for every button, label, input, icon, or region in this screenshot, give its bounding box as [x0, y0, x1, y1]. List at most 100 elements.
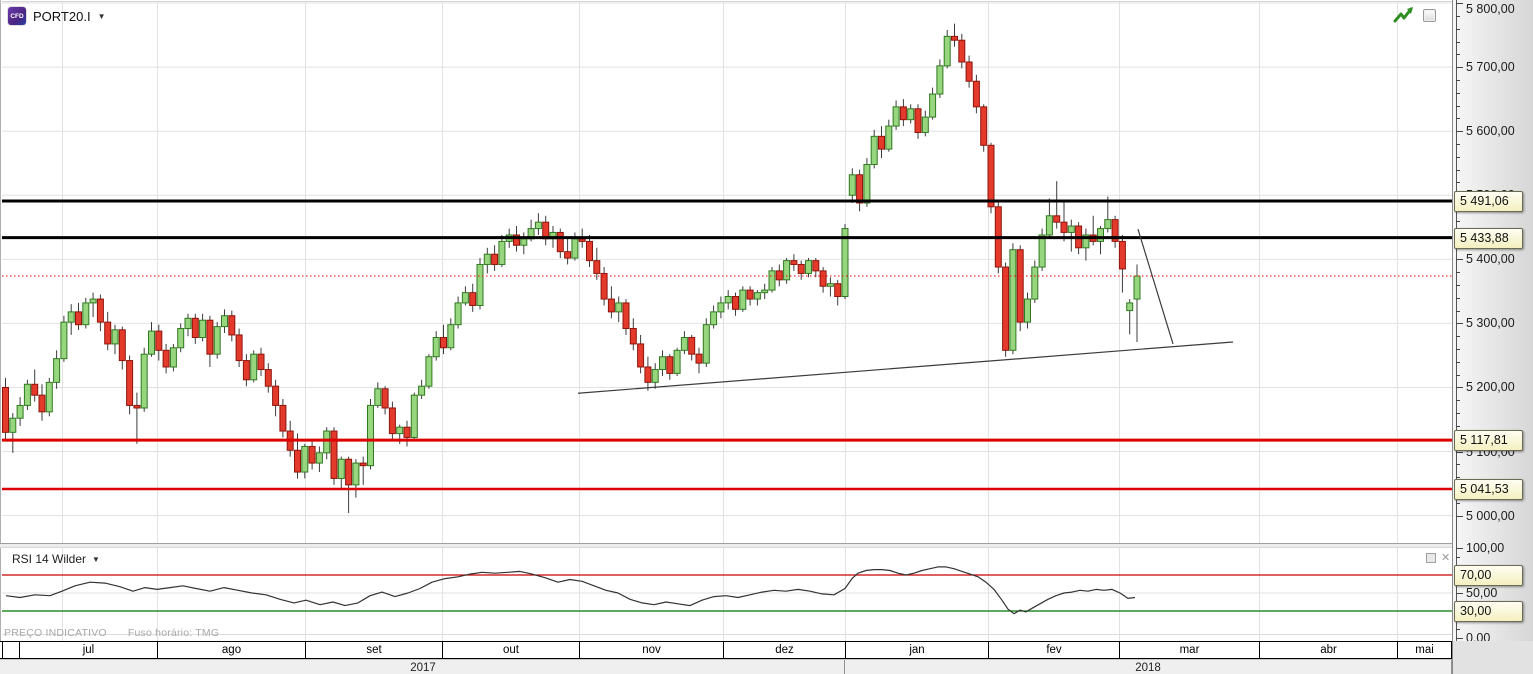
candle: [206, 319, 214, 355]
price-tick-major: [1456, 451, 1463, 453]
candle: [133, 404, 141, 409]
candle: [469, 292, 477, 306]
price-level-tag: 5 433,88: [1454, 227, 1523, 249]
candle: [885, 125, 893, 150]
candle: [513, 234, 520, 246]
price-tick-major: [1456, 259, 1463, 261]
rsi-tick-major: [1456, 548, 1463, 549]
rsi-level-tag: 30,00: [1454, 601, 1523, 622]
trendline: [577, 341, 1234, 394]
candle: [315, 452, 323, 464]
candle: [797, 263, 805, 274]
price-tick-minor: [1456, 464, 1460, 466]
candle: [710, 311, 718, 326]
candle: [140, 353, 148, 409]
candle: [666, 356, 674, 374]
year-cell: 2018: [845, 660, 1452, 674]
close-panel-icon[interactable]: ✕: [1441, 551, 1451, 564]
candle: [403, 426, 411, 438]
candle: [388, 407, 396, 435]
candle: [9, 417, 17, 433]
candle: [1060, 221, 1068, 233]
candle: [104, 321, 112, 345]
popout-icon[interactable]: [1423, 9, 1436, 22]
candle: [951, 35, 958, 41]
price-level-tag: 5 491,06: [1454, 191, 1523, 212]
rsi-tick-major: [1456, 593, 1463, 594]
candle: [75, 311, 82, 326]
candle: [899, 106, 907, 121]
candle: [746, 289, 754, 300]
candle: [702, 324, 710, 364]
candle: [607, 298, 615, 313]
candle: [1097, 228, 1104, 242]
month-cell: nov: [579, 642, 723, 658]
price-tick-minor: [1456, 297, 1460, 299]
candle: [381, 388, 389, 409]
price-tick-minor: [1456, 310, 1460, 312]
indicator-selector[interactable]: RSI 14 Wilder ▼: [12, 552, 100, 566]
month-cell: dez: [723, 642, 845, 658]
candle: [1082, 234, 1090, 249]
price-tick-minor: [1456, 41, 1460, 43]
candle: [461, 292, 469, 304]
instrument-selector[interactable]: CFD PORT20.I ▼: [8, 7, 105, 25]
price-tick-minor: [1456, 361, 1460, 363]
candle: [221, 315, 228, 328]
price-tick-label: 5 700,00: [1466, 60, 1515, 75]
candle: [965, 61, 973, 82]
restore-panel-icon[interactable]: [1426, 553, 1436, 563]
trend-up-icon[interactable]: [1393, 7, 1415, 24]
axis-corner: [1452, 641, 1533, 674]
price-tick-label: 5 000,00: [1466, 508, 1515, 523]
price-tick-major: [1456, 3, 1463, 5]
price-tick-major: [1456, 323, 1463, 325]
candle: [1111, 219, 1119, 242]
chart-footer: PREÇO INDICATIVO Fuso horário: TMG: [4, 627, 237, 639]
price-axis[interactable]: 5 800,005 700,005 600,005 500,005 400,00…: [1452, 0, 1533, 645]
candle: [447, 324, 455, 349]
price-level-tag: 5 041,53: [1454, 479, 1523, 500]
candle: [695, 353, 703, 364]
candle: [425, 356, 433, 387]
price-indicative-note: PREÇO INDICATIVO: [4, 627, 107, 639]
candle: [82, 302, 90, 326]
candle: [622, 302, 630, 330]
month-cell: abr: [1259, 642, 1397, 658]
price-tick-major: [1456, 515, 1463, 517]
candle: [191, 317, 199, 339]
candle: [914, 108, 922, 133]
rsi-tick-label: 100,00: [1466, 541, 1505, 555]
candle: [235, 334, 243, 362]
candle: [600, 272, 608, 300]
candle: [213, 326, 221, 355]
candle: [118, 329, 126, 362]
candle: [593, 260, 601, 274]
candle: [432, 337, 440, 358]
time-axis-months[interactable]: jul ago set out nov dez jan fev mar abr mai: [0, 641, 1452, 659]
month-cell: fev: [988, 642, 1119, 658]
candle: [177, 328, 185, 349]
candle: [126, 360, 134, 406]
candle: [841, 228, 849, 298]
rsi-tick-label: 50,00: [1466, 586, 1498, 600]
candle: [819, 270, 827, 287]
candle: [162, 349, 170, 368]
price-tick-minor: [1456, 118, 1460, 120]
candle: [1009, 249, 1017, 351]
candle: [418, 385, 426, 396]
price-tick-minor: [1456, 156, 1460, 158]
candle: [724, 296, 732, 304]
candle: [23, 383, 31, 406]
candle: [323, 430, 331, 454]
candle: [768, 270, 776, 291]
candle: [753, 292, 761, 300]
candle: [848, 174, 856, 196]
candle: [155, 330, 163, 351]
candle: [921, 116, 929, 133]
chevron-down-icon: ▼: [92, 554, 100, 564]
candle: [16, 404, 24, 419]
candle: [1024, 298, 1031, 323]
candle: [1053, 215, 1061, 223]
